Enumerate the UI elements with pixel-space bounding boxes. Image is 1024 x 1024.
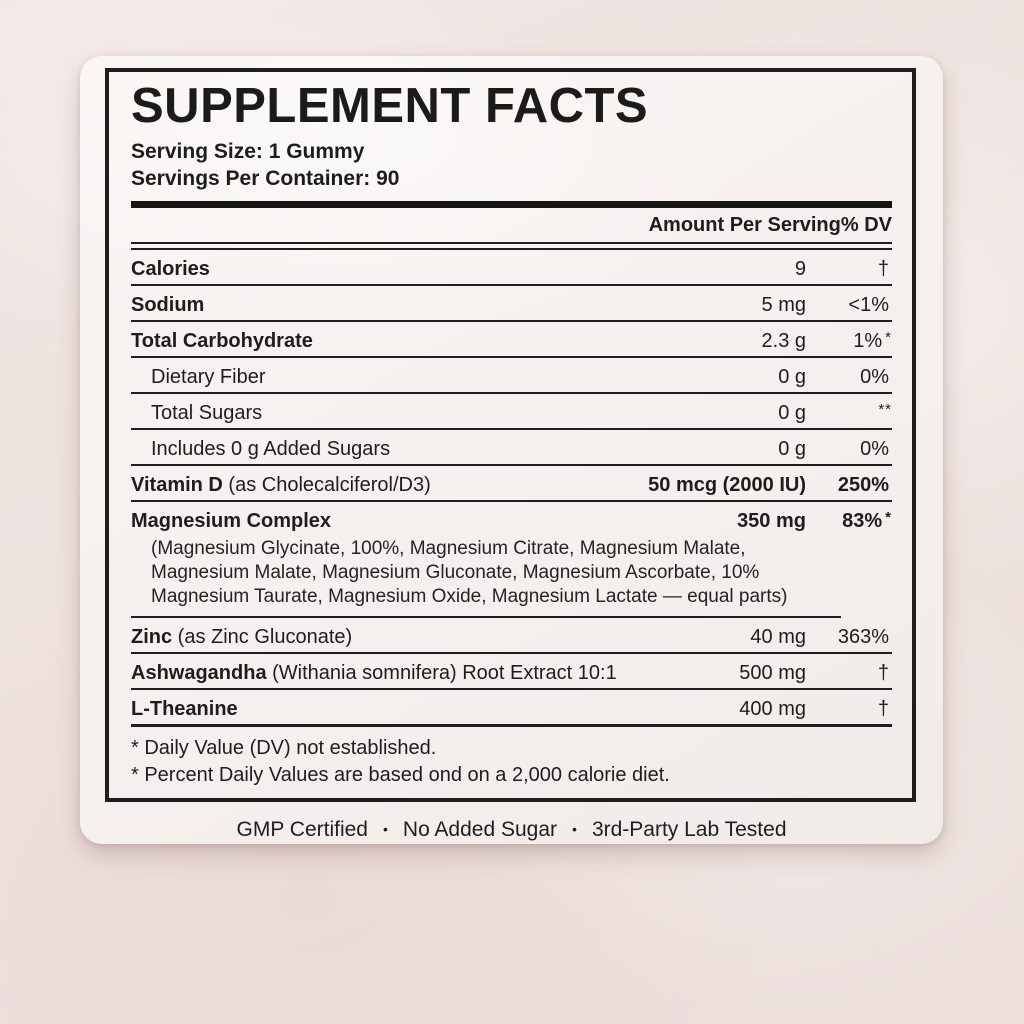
row-name: Total Sugars <box>151 401 263 424</box>
row-dv: <1% <box>848 293 889 316</box>
row-name: Calories <box>131 257 210 280</box>
row-total-sugars: Total Sugars 0 g ** <box>131 394 892 430</box>
serving-info: Serving Size: 1 Gummy Servings Per Conta… <box>131 138 892 192</box>
row-calories: Calories 9 † <box>131 250 892 286</box>
row-dv: 250% <box>837 473 889 496</box>
row-amount: 2.3 g <box>761 329 806 352</box>
row-amount: 0 g <box>778 401 806 424</box>
row-name: L-Theanine <box>131 697 238 720</box>
row-total-carbohydrate: Total Carbohydrate 2.3 g 1% * <box>131 322 892 358</box>
row-l-theanine: L-Theanine 400 mg † <box>131 690 892 727</box>
row-name: Total Carbohydrate <box>131 329 313 352</box>
row-dv: 363% <box>837 625 889 648</box>
row-dv: † <box>877 661 889 684</box>
row-amount: 0 g <box>778 437 806 460</box>
row-name: Dietary Fiber <box>151 365 266 388</box>
row-ashwagandha: Ashwagandha (Withania somnifera) Root Ex… <box>131 654 892 690</box>
row-name: Includes 0 g Added Sugars <box>151 437 391 460</box>
column-header-amount: Amount Per Serving <box>648 213 841 236</box>
row-amount: 0 g <box>778 365 806 388</box>
row-dv: ** <box>878 400 892 418</box>
row-amount: 500 mg <box>739 661 806 684</box>
row-zinc: Zinc (as Zinc Gluconate) 40 mg 363% <box>131 618 892 654</box>
thick-divider-bar <box>131 200 892 208</box>
row-amount: 350 mg <box>737 509 806 532</box>
row-name-detail: (Withania somnifera) Root Extract 10:1 <box>266 661 617 684</box>
row-dietary-fiber: Dietary Fiber 0 g 0% <box>131 358 892 394</box>
row-amount: 5 mg <box>761 293 806 316</box>
row-amount: 400 mg <box>739 697 806 720</box>
supplement-label-card: SUPPLEMENT FACTS Serving Size: 1 Gummy S… <box>80 56 943 844</box>
column-header-dv: % DV <box>840 213 892 236</box>
row-name: Zinc <box>131 625 173 648</box>
row-magnesium-complex: Magnesium Complex 350 mg 83% * <box>131 502 892 536</box>
row-amount: 40 mg <box>750 625 806 648</box>
serving-size: Serving Size: 1 Gummy <box>131 139 365 163</box>
double-rule <box>131 241 892 250</box>
row-name: Sodium <box>131 293 205 316</box>
certification-badges: GMP Certified • No Added Sugar • 3rd-Par… <box>80 818 943 842</box>
row-name: Magnesium Complex <box>131 509 332 532</box>
footnotes: * Daily Value (DV) not established. * Pe… <box>131 727 892 789</box>
badge-no-added-sugar: No Added Sugar <box>402 817 558 841</box>
bullet-separator: • <box>572 821 577 838</box>
row-name-detail: (as Cholecalciferol/D3) <box>222 473 431 496</box>
badge-gmp-certified: GMP Certified <box>236 817 369 841</box>
supplement-facts-panel: SUPPLEMENT FACTS Serving Size: 1 Gummy S… <box>105 68 916 802</box>
row-name: Ashwagandha <box>131 661 267 684</box>
bullet-separator: • <box>383 821 388 838</box>
row-amount: 50 mcg (2000 IU) <box>648 473 806 496</box>
badge-lab-tested: 3rd-Party Lab Tested <box>591 817 787 841</box>
footnote-percent-daily-values: * Percent Daily Values are based ond on … <box>131 763 670 786</box>
row-dv: † <box>877 257 889 280</box>
row-sodium: Sodium 5 mg <1% <box>131 286 892 322</box>
row-added-sugars: Includes 0 g Added Sugars 0 g 0% <box>131 430 892 466</box>
row-dv: 0% <box>860 437 889 460</box>
row-dv: 1% * <box>853 328 892 352</box>
servings-per-container: Servings Per Container: 90 <box>131 166 400 190</box>
row-name: Vitamin D <box>131 473 223 496</box>
row-dv: 83% * <box>842 508 892 532</box>
magnesium-ingredients: (Magnesium Glycinate, 100%, Magnesium Ci… <box>131 536 841 618</box>
row-vitamin-d: Vitamin D (as Cholecalciferol/D3) 50 mcg… <box>131 466 892 502</box>
column-header-row: Amount Per Serving % DV <box>131 208 892 242</box>
row-name-detail: (as Zinc Gluconate) <box>172 625 353 648</box>
label-title: SUPPLEMENT FACTS <box>131 79 649 133</box>
footnote-dv-not-established: * Daily Value (DV) not established. <box>131 736 437 759</box>
row-amount: 9 <box>794 257 806 280</box>
row-dv: † <box>877 697 889 720</box>
row-dv: 0% <box>860 365 889 388</box>
